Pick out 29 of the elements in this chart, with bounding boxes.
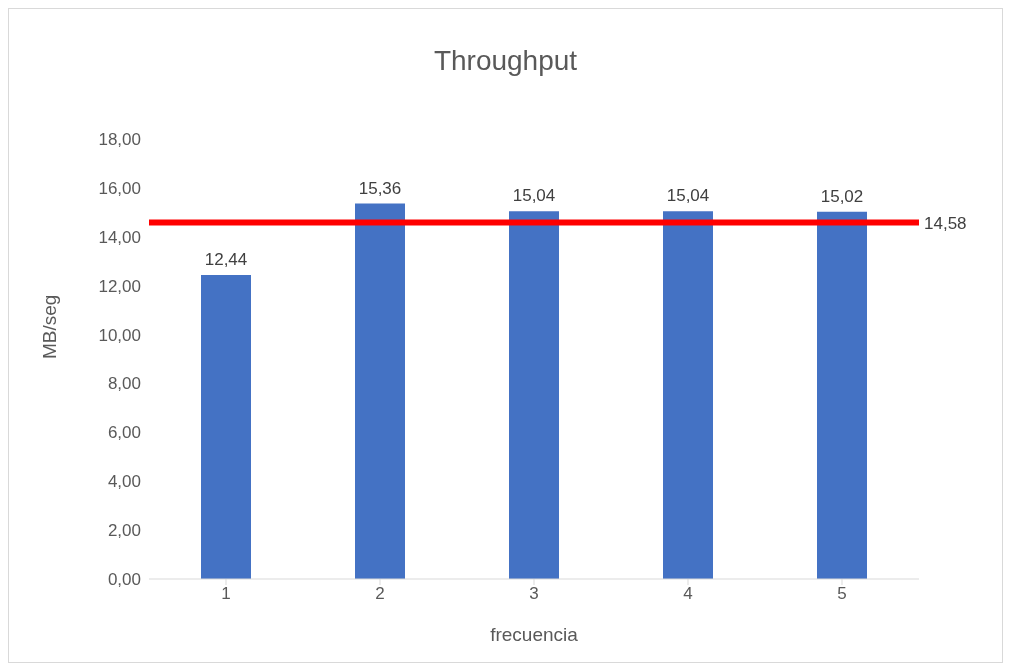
y-tick-label: 0,00: [107, 570, 141, 590]
y-tick-label: 14,00: [98, 227, 141, 247]
data-label: 15,04: [512, 186, 556, 206]
chart-title: Throughput: [432, 45, 579, 77]
x-axis-title: frecuencia: [490, 624, 579, 645]
y-tick-label: 6,00: [107, 423, 141, 443]
y-axis-title: MB/seg: [38, 294, 60, 359]
bar: [817, 211, 867, 579]
y-tick-label: 16,00: [98, 178, 141, 198]
bar: [663, 211, 713, 579]
data-label: 12,44: [204, 249, 248, 269]
data-label: 15,02: [820, 186, 864, 206]
ref-line-label: 14,58: [924, 213, 967, 233]
y-tick-label: 12,00: [98, 276, 141, 296]
x-tick-label: 1: [221, 584, 231, 604]
y-tick-label: 10,00: [98, 325, 141, 345]
bar: [201, 274, 251, 579]
y-tick-label: 8,00: [107, 374, 141, 394]
x-tick-label: 4: [683, 584, 693, 604]
x-tick-label: 3: [529, 584, 539, 604]
bar: [355, 203, 405, 579]
x-tick-label: 2: [375, 584, 385, 604]
data-label: 15,04: [666, 186, 710, 206]
bar: [509, 211, 559, 579]
y-tick-label: 2,00: [107, 521, 141, 541]
data-label: 15,36: [358, 178, 402, 198]
y-tick-label: 18,00: [98, 130, 141, 150]
y-tick-label: 4,00: [107, 472, 141, 492]
x-tick-label: 5: [837, 584, 847, 604]
